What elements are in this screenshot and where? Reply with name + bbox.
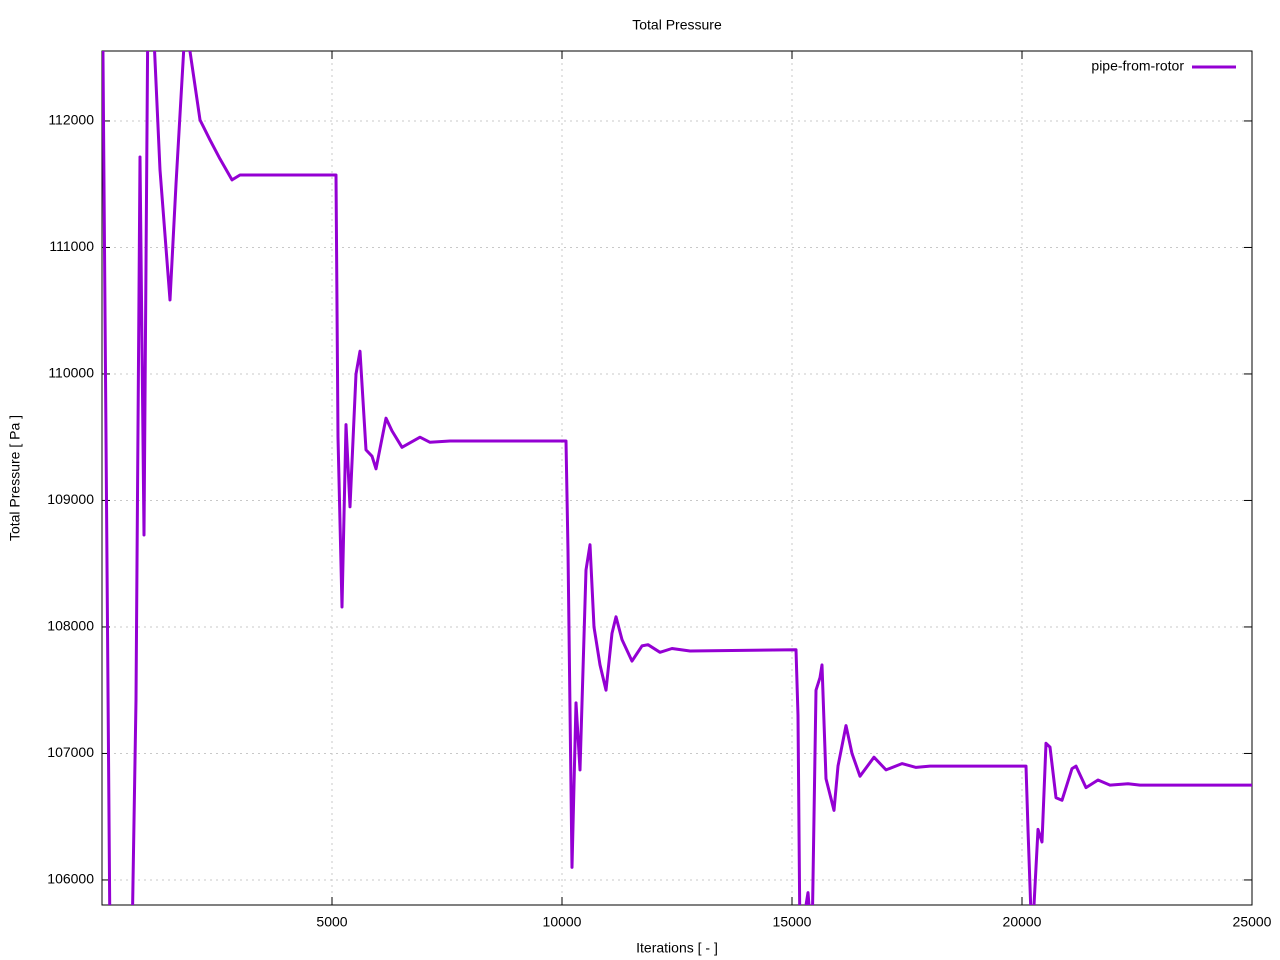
x-axis-label: Iterations [ - ] (636, 940, 718, 956)
y-tick-label: 106000 (47, 871, 94, 887)
chart-title: Total Pressure (632, 17, 722, 33)
x-tick-label: 20000 (1003, 914, 1042, 930)
y-tick-label: 111000 (49, 238, 94, 254)
y-tick-label: 110000 (48, 365, 94, 381)
y-tick-label: 112000 (48, 112, 94, 128)
legend-label: pipe-from-rotor (1091, 58, 1184, 74)
x-tick-label: 25000 (1233, 914, 1272, 930)
y-tick-label: 109000 (47, 491, 94, 507)
x-tick-label: 10000 (543, 914, 582, 930)
x-tick-label: 5000 (316, 914, 347, 930)
y-tick-label: 108000 (47, 618, 94, 634)
y-axis-label: Total Pressure [ Pa ] (7, 415, 23, 541)
plot-border (101, 50, 1253, 906)
data-line (102, 51, 1252, 905)
plot-area (102, 51, 1252, 905)
x-tick-label: 15000 (773, 914, 812, 930)
y-tick-label: 107000 (47, 744, 94, 760)
